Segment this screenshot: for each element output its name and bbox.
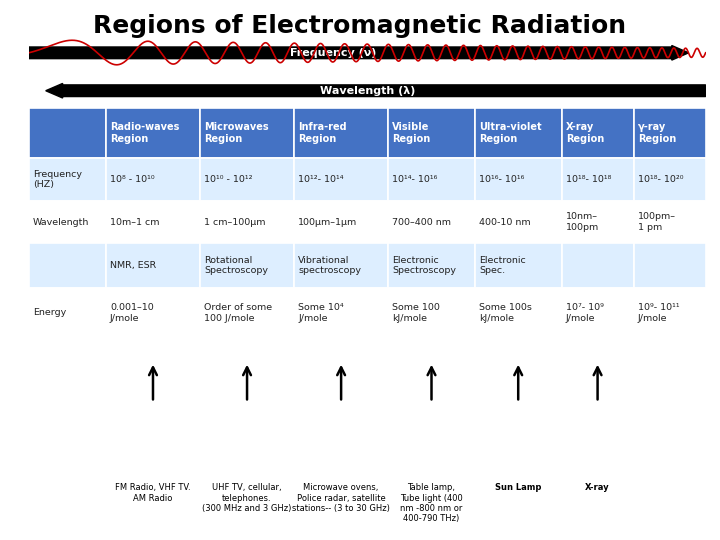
Text: 100μm–1μm: 100μm–1μm <box>298 218 357 227</box>
Bar <box>634 288 706 338</box>
Text: 10¹⁰ - 10¹²: 10¹⁰ - 10¹² <box>204 175 253 184</box>
Text: 10¹⁸- 10²⁰: 10¹⁸- 10²⁰ <box>638 175 683 184</box>
Bar <box>200 288 294 338</box>
Text: Wavelength (λ): Wavelength (λ) <box>320 86 415 96</box>
Bar <box>29 288 106 338</box>
Bar <box>106 288 200 338</box>
Text: Some 100s
kJ/mole: Some 100s kJ/mole <box>479 303 532 322</box>
FancyArrow shape <box>29 45 688 60</box>
Bar <box>388 159 475 201</box>
Bar <box>475 288 562 338</box>
Bar <box>29 244 106 288</box>
Text: 10⁷- 10⁹
J/mole: 10⁷- 10⁹ J/mole <box>566 303 603 322</box>
Bar <box>106 201 200 244</box>
Text: Wavelength: Wavelength <box>33 218 89 227</box>
Bar <box>294 244 388 288</box>
Bar <box>634 159 706 201</box>
Bar <box>388 108 475 159</box>
Bar <box>634 201 706 244</box>
Text: Table lamp,
Tube light (400
nm -800 nm or
400-790 THz): Table lamp, Tube light (400 nm -800 nm o… <box>400 483 463 523</box>
Text: Energy: Energy <box>33 308 66 318</box>
Text: Vibrational
spectroscopy: Vibrational spectroscopy <box>298 256 361 275</box>
Bar <box>562 108 634 159</box>
Text: X-ray
Region: X-ray Region <box>566 123 604 144</box>
Text: 1 cm–100μm: 1 cm–100μm <box>204 218 266 227</box>
Bar <box>294 159 388 201</box>
Text: Frequency
(HZ): Frequency (HZ) <box>33 170 82 190</box>
Text: UHF TV, cellular,
telephones.
(300 MHz and 3 GHz): UHF TV, cellular, telephones. (300 MHz a… <box>202 483 292 513</box>
Text: Regions of Electromagnetic Radiation: Regions of Electromagnetic Radiation <box>94 14 626 37</box>
Text: γ-ray
Region: γ-ray Region <box>638 123 676 144</box>
Text: 700–400 nm: 700–400 nm <box>392 218 451 227</box>
Bar <box>29 159 106 201</box>
Bar <box>634 244 706 288</box>
Bar <box>294 288 388 338</box>
FancyArrow shape <box>46 83 706 98</box>
Bar <box>475 244 562 288</box>
Bar <box>562 201 634 244</box>
Text: Electronic
Spec.: Electronic Spec. <box>479 256 526 275</box>
Text: Some 100
kJ/mole: Some 100 kJ/mole <box>392 303 440 322</box>
Text: 10¹⁸- 10¹⁸: 10¹⁸- 10¹⁸ <box>566 175 611 184</box>
Text: Radio-waves
Region: Radio-waves Region <box>110 123 179 144</box>
Bar <box>294 201 388 244</box>
Bar <box>29 108 106 159</box>
Bar <box>475 159 562 201</box>
Bar <box>200 244 294 288</box>
Text: Microwave ovens,
Police radar, satellite
stations-- (3 to 30 GHz): Microwave ovens, Police radar, satellite… <box>292 483 390 513</box>
Bar <box>388 244 475 288</box>
Bar <box>200 201 294 244</box>
Text: Some 10⁴
J/mole: Some 10⁴ J/mole <box>298 303 343 322</box>
Text: Visible
Region: Visible Region <box>392 123 431 144</box>
Bar <box>388 201 475 244</box>
Text: Ultra-violet
Region: Ultra-violet Region <box>479 123 541 144</box>
Bar <box>634 108 706 159</box>
Text: NMR, ESR: NMR, ESR <box>110 261 156 271</box>
Text: 10m–1 cm: 10m–1 cm <box>110 218 160 227</box>
Bar <box>562 244 634 288</box>
Text: 100pm–
1 pm: 100pm– 1 pm <box>638 212 675 232</box>
Text: Rotational
Spectroscopy: Rotational Spectroscopy <box>204 256 268 275</box>
Text: 400-10 nm: 400-10 nm <box>479 218 531 227</box>
Text: Electronic
Spectroscopy: Electronic Spectroscopy <box>392 256 456 275</box>
Text: 10nm–
100pm: 10nm– 100pm <box>566 212 599 232</box>
Text: Sun Lamp: Sun Lamp <box>495 483 541 492</box>
Text: X-ray: X-ray <box>585 483 610 492</box>
Bar <box>200 108 294 159</box>
Bar <box>29 201 106 244</box>
Text: Infra-red
Region: Infra-red Region <box>298 123 347 144</box>
Bar <box>294 108 388 159</box>
Bar <box>106 244 200 288</box>
Bar <box>562 159 634 201</box>
Text: FM Radio, VHF TV.
AM Radio: FM Radio, VHF TV. AM Radio <box>115 483 191 503</box>
Text: Microwaves
Region: Microwaves Region <box>204 123 269 144</box>
Text: 10⁹- 10¹¹
J/mole: 10⁹- 10¹¹ J/mole <box>638 303 679 322</box>
Text: Frequency (ν): Frequency (ν) <box>290 48 377 58</box>
Text: 10¹⁴- 10¹⁶: 10¹⁴- 10¹⁶ <box>392 175 438 184</box>
Bar <box>106 108 200 159</box>
Bar <box>388 288 475 338</box>
Bar <box>475 201 562 244</box>
Text: 10⁸ - 10¹⁰: 10⁸ - 10¹⁰ <box>110 175 155 184</box>
Bar <box>562 288 634 338</box>
Bar <box>106 159 200 201</box>
Text: 0.001–10
J/mole: 0.001–10 J/mole <box>110 303 154 322</box>
Text: 10¹²- 10¹⁴: 10¹²- 10¹⁴ <box>298 175 343 184</box>
Bar <box>200 159 294 201</box>
Text: 10¹⁶- 10¹⁶: 10¹⁶- 10¹⁶ <box>479 175 524 184</box>
Text: Order of some
100 J/mole: Order of some 100 J/mole <box>204 303 272 322</box>
Bar <box>475 108 562 159</box>
